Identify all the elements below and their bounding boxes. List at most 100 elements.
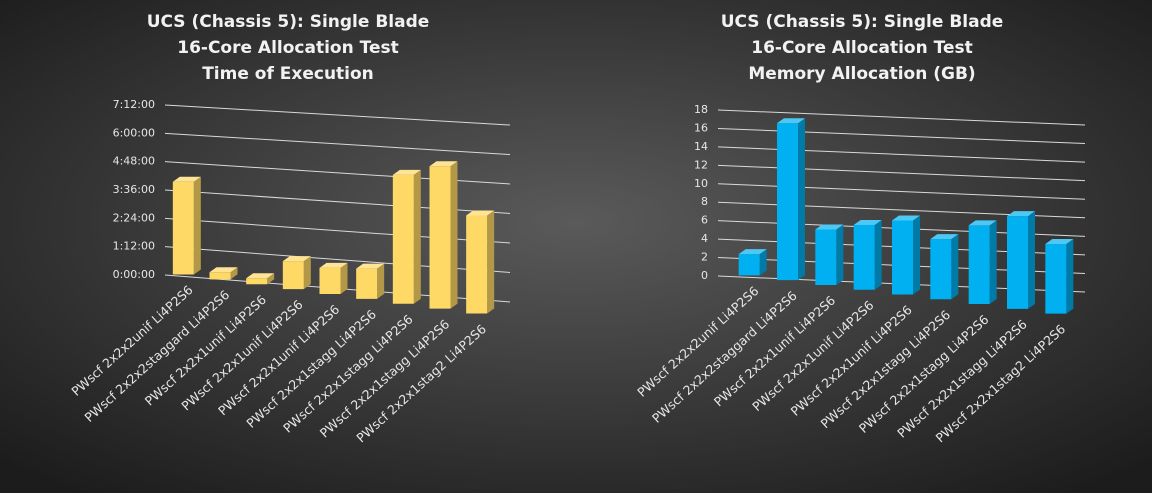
bar-top	[968, 220, 997, 226]
bar	[246, 273, 275, 285]
y-tick-label: 14	[694, 140, 708, 153]
bar-front	[172, 181, 194, 275]
bar-top	[429, 161, 458, 167]
bar-side	[193, 176, 201, 275]
y-tick-label: 18	[694, 103, 708, 116]
y-tick-label: 6:00:00	[113, 126, 155, 139]
bar-side	[450, 161, 458, 309]
bar-side	[798, 118, 805, 281]
bar-top	[246, 273, 275, 279]
bar-side	[230, 267, 238, 280]
bar	[815, 224, 844, 285]
bar-top	[815, 224, 844, 230]
grid-line	[164, 104, 511, 126]
bar-front	[853, 225, 875, 290]
bar-side	[303, 256, 311, 290]
bar	[1007, 211, 1035, 309]
y-tick-label: 0	[701, 269, 708, 282]
bar-front	[815, 229, 837, 285]
y-tick-label: 12	[694, 158, 708, 171]
bar-front	[319, 267, 341, 294]
bar-side	[340, 262, 348, 294]
y-tick-label: 0:00:00	[113, 268, 155, 281]
bar-front	[968, 225, 990, 305]
bar	[892, 215, 920, 295]
bar	[466, 210, 495, 314]
bar-top	[738, 249, 767, 255]
bar-front	[466, 215, 488, 314]
bar-front	[777, 123, 798, 281]
bar-front	[429, 166, 451, 309]
bar-front	[282, 261, 304, 290]
bar-top	[853, 220, 882, 226]
y-tick-label: 2:24:00	[113, 211, 155, 224]
bar	[209, 267, 238, 280]
chart-title: 16-Core Allocation Test	[751, 38, 973, 58]
bar-side	[836, 224, 844, 285]
bar-front	[209, 272, 231, 280]
bar-top	[892, 215, 920, 221]
y-tick-label: 2	[701, 251, 708, 264]
bar-front	[738, 254, 760, 276]
bar-front	[892, 220, 913, 295]
bar-side	[413, 169, 421, 304]
chart-title: Time of Execution	[202, 64, 374, 84]
bar-side	[1028, 211, 1035, 309]
bar	[853, 220, 882, 290]
chart-title: UCS (Chassis 5): Single Blade	[721, 12, 1004, 32]
bar-top	[209, 267, 238, 273]
grid-line	[164, 132, 511, 155]
bar-top	[172, 176, 201, 182]
bar-top	[466, 210, 495, 216]
bar	[738, 249, 767, 276]
bar-top	[356, 263, 385, 269]
bar-front	[356, 268, 378, 299]
bar-side	[913, 215, 920, 295]
bar-side	[874, 220, 882, 290]
y-tick-label: 4	[701, 232, 708, 245]
grid-line	[717, 109, 1086, 126]
bar	[1045, 239, 1074, 314]
bar	[392, 169, 421, 304]
y-tick-label: 3:36:00	[113, 183, 155, 196]
y-tick-label: 1:12:00	[113, 240, 155, 253]
bar-top	[1045, 239, 1074, 245]
bar-side	[759, 249, 767, 276]
bar	[968, 220, 997, 305]
bar	[172, 176, 201, 275]
bar	[429, 161, 458, 309]
bar-side	[267, 273, 275, 285]
bar-side	[989, 220, 997, 305]
bar-front	[246, 278, 268, 285]
bar	[356, 263, 385, 299]
bar-front	[392, 174, 414, 304]
bar-side	[377, 263, 385, 299]
bar-front	[1045, 244, 1067, 314]
y-tick-label: 10	[694, 177, 708, 190]
y-tick-label: 16	[694, 121, 708, 134]
bar-top	[319, 262, 348, 268]
bar-top	[1007, 211, 1035, 217]
bar-side	[1066, 239, 1074, 314]
y-tick-label: 4:48:00	[113, 155, 155, 168]
bar-top	[930, 234, 959, 240]
bar-top	[777, 118, 805, 124]
chart: UCS (Chassis 5): Single Blade 16-Core All…	[68, 12, 511, 445]
bar-front	[930, 239, 952, 300]
bar-top	[392, 169, 421, 175]
bar-top	[282, 256, 311, 262]
bar	[777, 118, 805, 281]
bar-front	[1007, 216, 1028, 309]
chart-title: Memory Allocation (GB)	[748, 64, 975, 84]
chart: UCS (Chassis 5): Single Blade 16-Core All…	[634, 12, 1086, 446]
chart-title: UCS (Chassis 5): Single Blade	[147, 12, 430, 32]
y-tick-label: 8	[701, 195, 708, 208]
chart-title: 16-Core Allocation Test	[177, 38, 399, 58]
bar	[319, 262, 348, 294]
y-tick-label: 6	[701, 214, 708, 227]
bar	[282, 256, 311, 290]
bar	[930, 234, 959, 300]
bar-side	[951, 234, 959, 300]
bar-side	[487, 210, 495, 314]
